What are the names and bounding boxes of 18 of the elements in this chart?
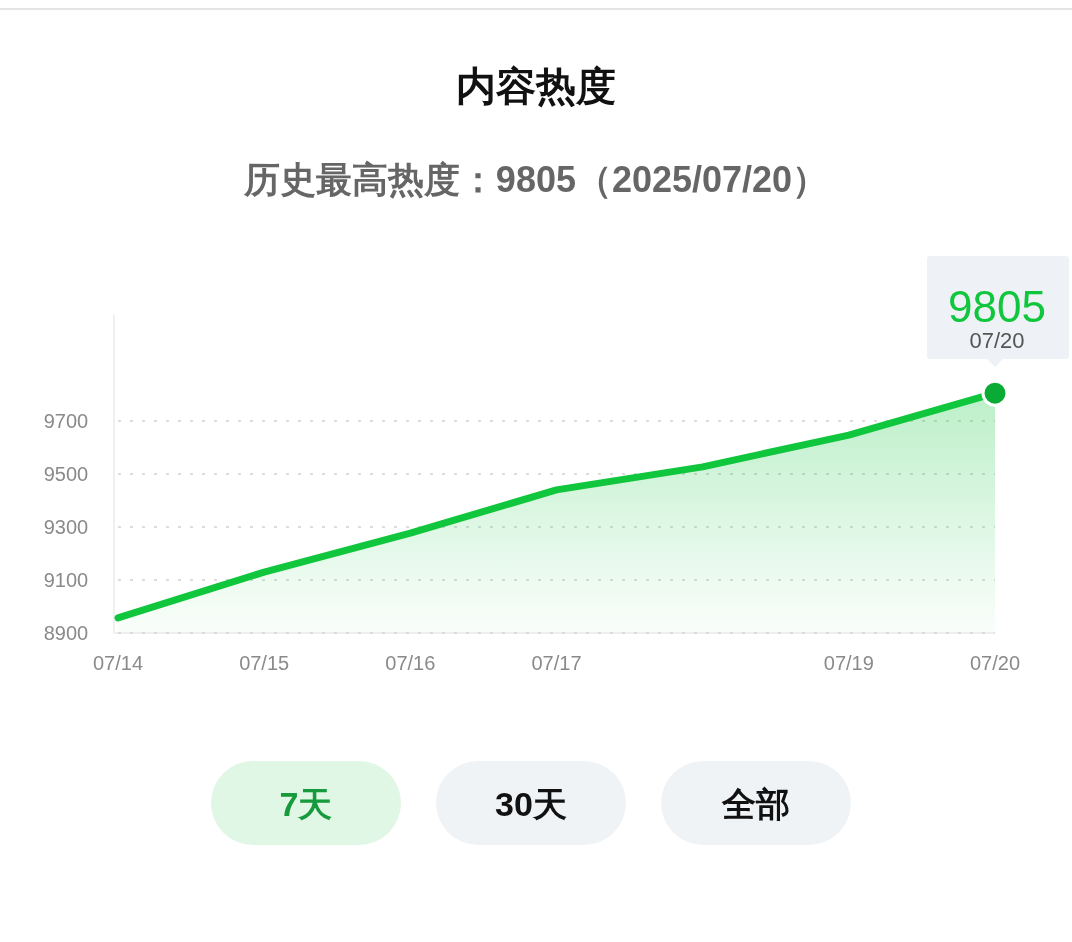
y-tick-label: 9100 [43,569,89,591]
text: 30天 [495,785,567,823]
y-tick-label: 9500 [43,463,89,485]
annotation: 07/20 [969,328,1025,353]
chart-subtitle: 历史最高热度：9805（2025/07/20） [242,159,829,200]
x-tick-label: 07/19 [823,652,874,674]
x-tick-label: 07/17 [531,652,582,674]
x-tick-label: 07/15 [239,652,290,674]
text: 全部 [721,785,790,823]
y-tick-label: 9300 [43,516,89,538]
x-tick-label: 07/14 [92,652,144,674]
y-tick-label: 8900 [43,622,89,644]
y-tick-label: 9700 [43,410,89,432]
text: 7天 [279,785,333,823]
annotation: 9805 [948,282,1046,331]
x-tick-label: 07/20 [969,652,1021,674]
chart-title: 内容热度 [456,64,616,108]
x-tick-label: 07/16 [385,652,436,674]
